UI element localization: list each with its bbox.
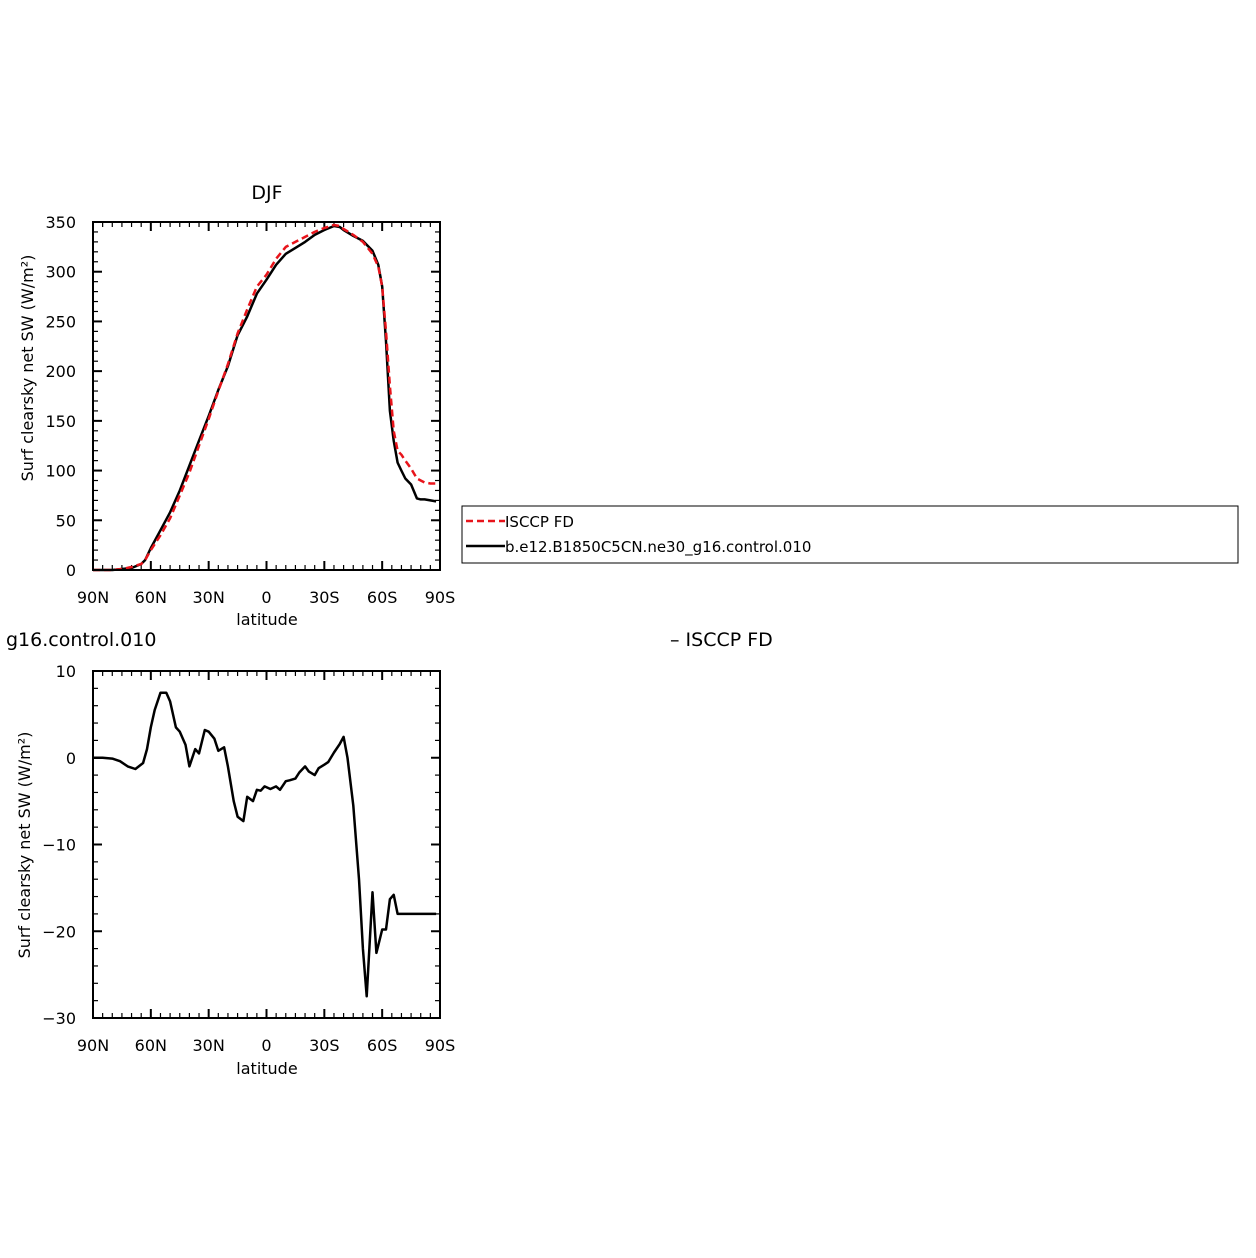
bottom-x-tick-label: 0	[261, 1036, 271, 1055]
bottom-y-axis-label: Surf clearsky net SW (W/m²)	[15, 732, 34, 959]
top-y-tick-label: 350	[45, 213, 76, 232]
legend-box	[461, 505, 1239, 564]
top-x-axis-label: latitude	[236, 610, 297, 629]
top-x-tick-label: 30S	[309, 588, 340, 607]
top-y-tick-label: 250	[45, 312, 76, 331]
top-panel: DJF 90N 60N 30N 0 30S 60S 90S 0 50 100 150 200 250 30…	[18, 182, 455, 629]
top-x-tick-label: 0	[261, 588, 271, 607]
top-series-line-0	[93, 224, 437, 572]
bottom-x-tick-label: 30N	[193, 1036, 225, 1055]
bottom-x-tick-label: 60S	[367, 1036, 398, 1055]
bottom-y-tick-label: −20	[42, 922, 76, 941]
legend-label-obs: ISCCP FD	[505, 513, 574, 531]
top-chart-title: DJF	[251, 182, 282, 204]
bottom-chart-title-left: g16.control.010	[6, 629, 156, 651]
top-x-tick-label: 90N	[77, 588, 109, 607]
top-x-tick-label: 60N	[135, 588, 167, 607]
legend: ISCCP FD b.e12.B1850C5CN.ne30_g16.contro…	[461, 505, 1239, 564]
legend-label-model: b.e12.B1850C5CN.ne30_g16.control.010	[505, 538, 811, 557]
bottom-axis-ticks: 90N 60N 30N 0 30S 60S 90S 10 0 −10 −20 −30	[42, 662, 455, 1055]
bottom-y-tick-label: −30	[42, 1009, 76, 1028]
bottom-y-tick-label: 10	[56, 662, 76, 681]
bottom-chart-title-right: – ISCCP FD	[670, 629, 773, 651]
top-y-tick-label: 200	[45, 362, 76, 381]
bottom-y-tick-label: 0	[66, 749, 76, 768]
bottom-x-tick-label: 90S	[425, 1036, 456, 1055]
bottom-x-tick-label: 90N	[77, 1036, 109, 1055]
top-y-tick-label: 0	[66, 561, 76, 580]
bottom-data-lines	[93, 691, 437, 998]
top-y-axis-label: Surf clearsky net SW (W/m²)	[18, 255, 37, 482]
top-plot-frame	[92, 221, 441, 571]
top-y-tick-label: 100	[45, 462, 76, 481]
top-y-tick-label: 150	[45, 412, 76, 431]
bottom-x-tick-label: 30S	[309, 1036, 340, 1055]
bottom-series-line-0	[93, 691, 437, 998]
top-data-lines	[93, 223, 437, 572]
top-x-tick-label: 30N	[193, 588, 225, 607]
top-x-tick-label: 90S	[425, 588, 456, 607]
bottom-panel: g16.control.010 – ISCCP FD 90N 60N 30N 0 30S…	[6, 629, 773, 1078]
bottom-x-tick-label: 60N	[135, 1036, 167, 1055]
bottom-y-tick-label: −10	[42, 836, 76, 855]
bottom-x-axis-label: latitude	[236, 1059, 297, 1078]
top-series-line-1	[93, 223, 437, 572]
top-x-tick-label: 60S	[367, 588, 398, 607]
top-y-tick-label: 50	[56, 511, 76, 530]
top-y-tick-label: 300	[45, 263, 76, 282]
top-axis-ticks: 90N 60N 30N 0 30S 60S 90S 0 50 100 150 200 250 300 350	[45, 213, 455, 607]
bottom-plot-frame	[92, 670, 441, 1019]
